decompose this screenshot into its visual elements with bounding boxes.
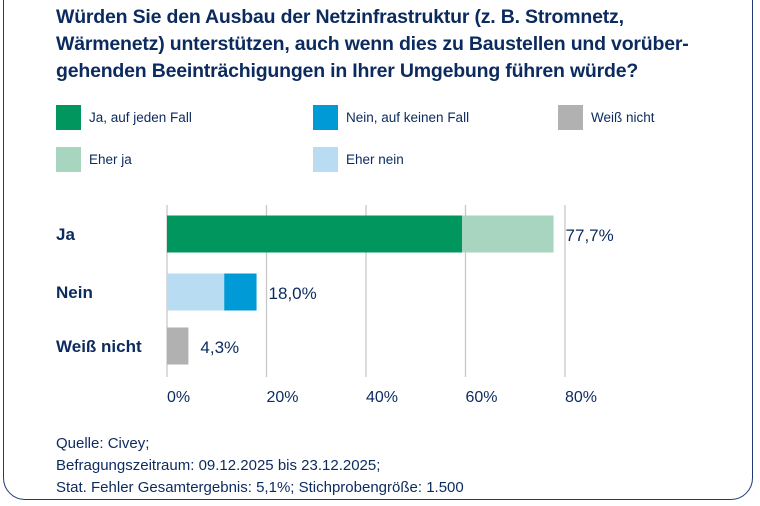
legend-item-ja-auf-jeden-fall: Ja, auf jeden Fall xyxy=(56,105,192,130)
legend-swatch xyxy=(313,105,338,130)
legend-label: Nein, auf keinen Fall xyxy=(346,110,470,125)
legend-item-eher-ja: Eher ja xyxy=(56,147,132,172)
category-label: Nein xyxy=(56,283,93,302)
legend-swatch xyxy=(56,105,81,130)
legend-item-nein-auf-keinen-fall: Nein, auf keinen Fall xyxy=(313,105,469,130)
bar-segment xyxy=(224,273,257,311)
bar-segment xyxy=(167,215,463,253)
legend-label: Ja, auf jeden Fall xyxy=(89,110,192,125)
legend-item-weiss-nicht: Weiß nicht xyxy=(558,105,655,130)
source-note: Quelle: Civey; Befragungszeitraum: 09.12… xyxy=(56,433,464,499)
legend-label: Weiß nicht xyxy=(591,110,655,125)
legend-label: Eher nein xyxy=(346,152,404,167)
bar-segment xyxy=(167,273,225,311)
legend-item-eher-nein: Eher nein xyxy=(313,147,404,172)
card-frame xyxy=(3,0,753,500)
total-label: 77,7% xyxy=(566,226,614,245)
x-tick-label: 20% xyxy=(267,389,299,406)
legend-label: Eher ja xyxy=(89,152,132,167)
chart-title: Würden Sie den Ausbau der Netzinfrastruk… xyxy=(56,6,689,82)
total-label: 4,3% xyxy=(200,338,239,357)
legend-swatch xyxy=(558,105,583,130)
total-label: 18,0% xyxy=(269,284,317,303)
x-tick-label: 80% xyxy=(565,389,597,406)
category-label: Weiß nicht xyxy=(56,337,142,356)
survey-period: Befragungszeitraum: 09.12.2025 bis 23.12… xyxy=(56,457,381,474)
legend-swatch xyxy=(56,147,81,172)
legend-swatch xyxy=(313,147,338,172)
x-tick-label: 60% xyxy=(466,389,498,406)
x-tick-label: 0% xyxy=(167,389,190,406)
bar-segment xyxy=(462,215,554,253)
source-line: Quelle: Civey; xyxy=(56,435,150,452)
category-label: Ja xyxy=(56,225,75,244)
x-tick-label: 40% xyxy=(366,389,398,406)
error-sample-size: Stat. Fehler Gesamtergebnis: 5,1%; Stich… xyxy=(56,479,464,496)
bar-segment xyxy=(167,327,189,365)
